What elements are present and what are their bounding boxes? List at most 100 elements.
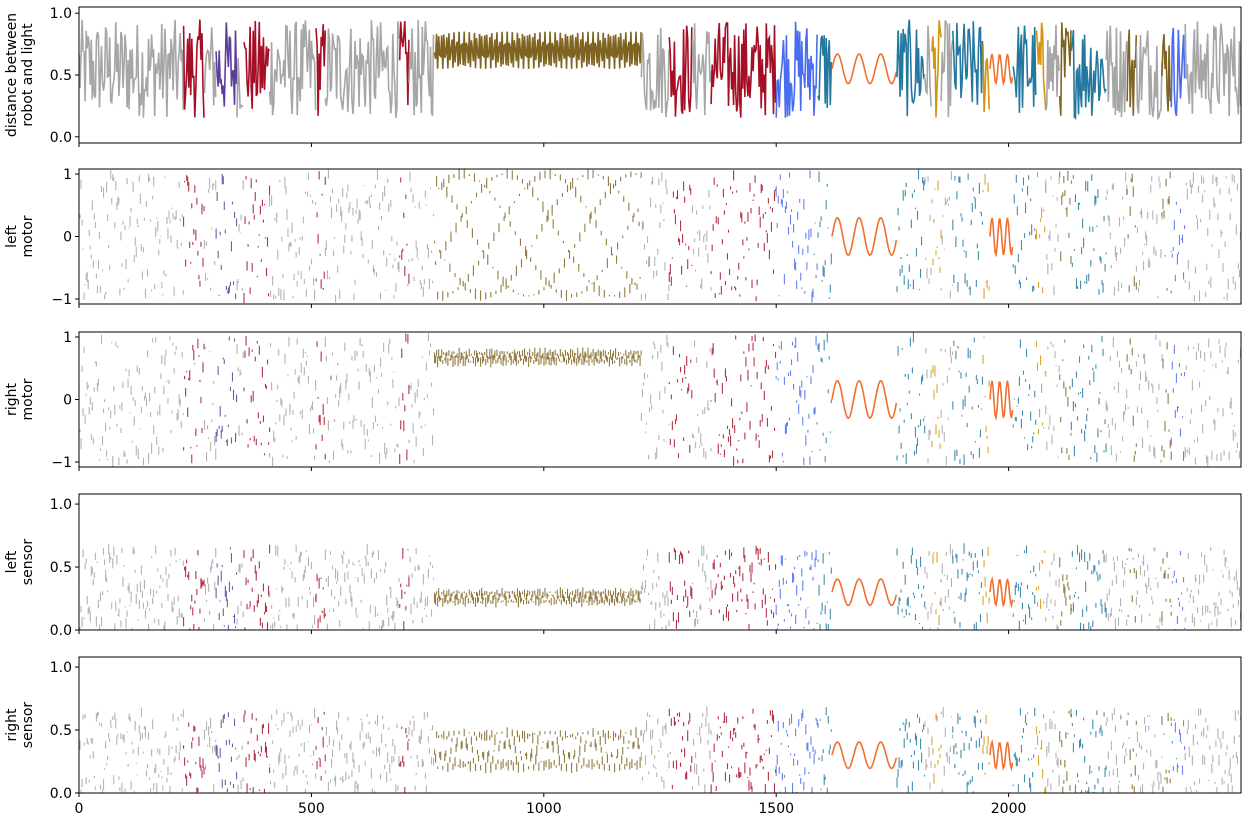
segment-background [1135,176,1163,298]
segment-teal [817,171,832,299]
segment-teal [1070,30,1107,120]
segment-red [668,181,693,287]
segment-background [236,563,244,625]
segment-background [691,545,712,628]
series-line [433,31,642,69]
series-line [1161,34,1172,112]
segment-orange [989,738,1014,772]
x-tick-label: 500 [298,801,325,817]
segment-background [691,190,712,291]
segment-background [408,712,435,793]
y-axis-label: distance betweenrobot and light [4,13,36,137]
panel-1: 0.0 0.5 1.0 distance betweenrobot and light [4,6,1242,147]
segment-red [315,341,326,460]
segment-background [1184,338,1241,467]
segment-background [79,707,184,793]
segment-red [183,550,205,630]
segment-purple [215,22,238,107]
segment-olive [1059,708,1072,793]
y-tick-label: 1 [63,330,72,346]
segment-background [236,58,244,118]
series-line [924,25,932,107]
segment-background [1135,714,1163,793]
segment-red [710,170,777,302]
segment-gold [982,44,990,113]
panel-frame [78,168,1242,305]
segment-blue [775,709,818,793]
segment-background [1105,336,1128,462]
segment-teal [896,547,926,630]
segment-background [1184,708,1241,793]
segment-orange [831,216,898,257]
segment-background [79,544,184,630]
segment-background [640,334,670,460]
segment-background [1045,341,1060,459]
segment-teal [1012,25,1037,113]
segment-background [940,543,954,612]
segment-gold [1035,341,1047,435]
panel-3: −1 0 1 rightmotor [4,330,1242,471]
segment-background [1184,172,1241,302]
segment-background [924,721,932,790]
series-line [315,24,327,116]
segment-red [710,334,777,466]
y-axis-label: rightsensor [4,702,36,749]
segment-olive [1126,173,1137,293]
segment-red [668,346,693,459]
segment-olive [1126,712,1137,793]
segment-teal [1012,174,1037,292]
y-tick-label: 0.0 [50,130,72,146]
segment-background [1045,710,1060,791]
segment-background [324,711,400,793]
series-line [831,379,898,420]
series-line [203,27,217,106]
segment-teal [817,707,832,793]
series-line [831,578,898,607]
segment-teal [817,333,832,462]
segment-olive [1161,551,1172,622]
panel-4: 0.0 0.5 1.0 leftsensor [4,493,1242,639]
segment-red [182,19,205,118]
segment-background [691,23,712,116]
segment-background [1135,547,1163,630]
segment-gold [1035,714,1047,793]
segment-gold [982,336,990,454]
y-tick-label: 0.5 [50,560,72,576]
segment-background [1184,547,1241,630]
series-line [182,19,205,118]
segment-gold [931,348,942,449]
segment-background [1105,553,1128,630]
y-tick-label: 1.0 [50,660,72,676]
panel-5: 0.0 0.5 1.0 rightsensor [4,656,1242,802]
segment-red [398,21,410,106]
segment-red [243,710,271,793]
segment-red [710,708,777,793]
segment-red [399,548,410,630]
segment-blue [1170,27,1186,116]
segment-olive [434,347,642,368]
series-line [691,23,712,116]
segment-olive [1126,547,1137,623]
segment-background [1105,25,1128,118]
series-line [640,27,670,118]
series-line [1045,24,1060,111]
segment-teal [1012,545,1037,630]
segment-red [243,544,271,630]
segment-orange [831,578,898,607]
segment-background [640,712,670,789]
panel-frame [78,656,1242,794]
segment-red [399,333,410,464]
segment-background [269,172,317,301]
series-line [1135,30,1163,121]
segment-background [691,706,712,793]
segment-background [940,346,954,466]
segment-gold [982,547,990,624]
segment-background [324,544,400,630]
segment-teal [896,169,926,293]
segment-background [324,169,400,303]
segment-olive [1126,29,1138,116]
y-axis-label: leftmotor [4,215,36,257]
segment-background [1135,334,1163,464]
